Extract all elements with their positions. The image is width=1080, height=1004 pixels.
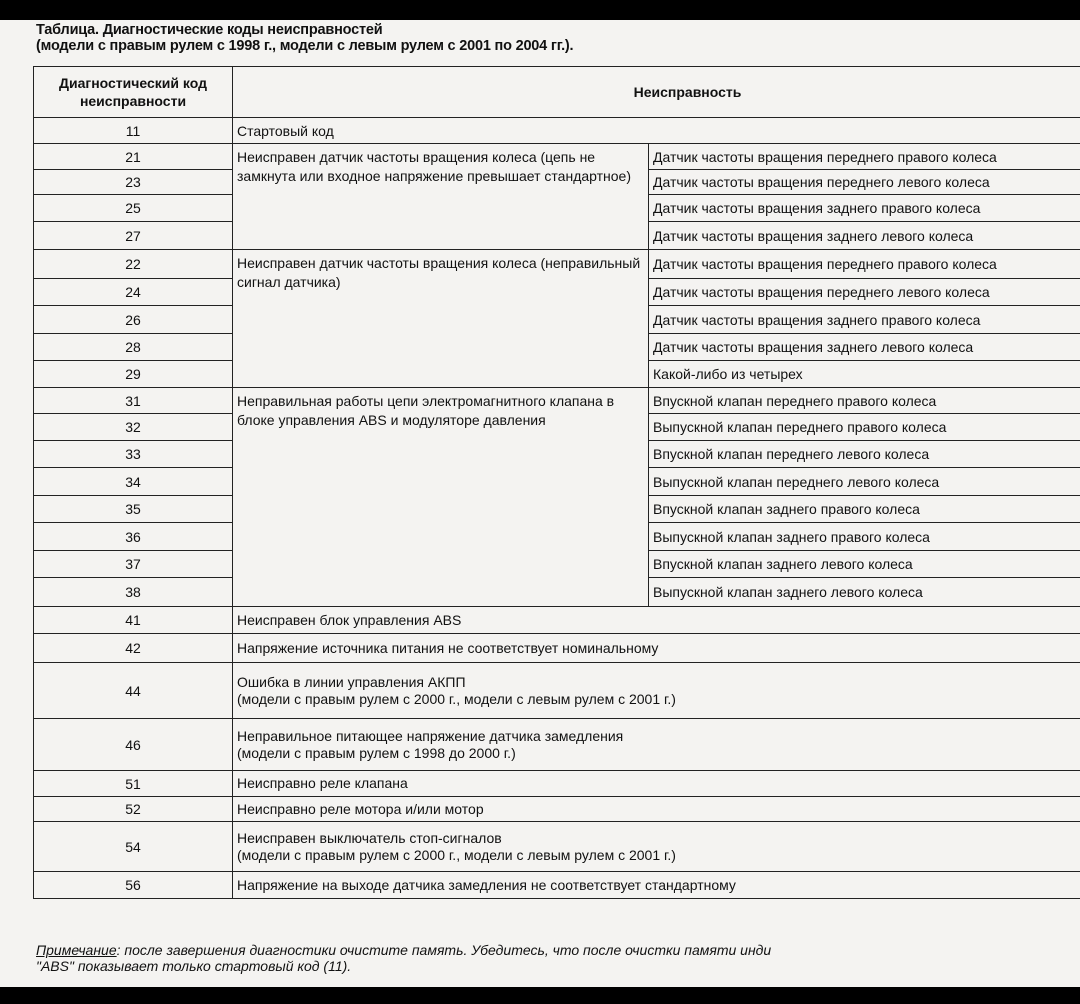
fault-cell: Ошибка в линии управления АКПП (модели с … (232, 662, 1080, 719)
code-cell: 32 (33, 413, 233, 441)
diagnostic-codes-table: Диагностический код неисправности Неиспр… (33, 66, 1080, 899)
table-row: 22 Неисправен датчик частоты вращения кол… (33, 249, 1080, 388)
code-cell: 27 (33, 221, 233, 250)
fault-detail-cell: Впускной клапан заднего левого колеса (648, 550, 1080, 578)
fault-note: (модели с правым рулем с 2000 г., модели… (237, 690, 676, 707)
fault-group-description: Неисправен датчик частоты вращения колес… (232, 143, 649, 250)
table-row: 34 Выпускной клапан переднего левого коле… (33, 467, 1080, 496)
fault-detail-cell: Датчик частоты вращения заднего правого … (648, 194, 1080, 222)
table-row: 21 Неисправен датчик частоты вращения кол… (33, 143, 1080, 250)
table-row: 23 Датчик частоты вращения переднего лево… (33, 169, 1080, 195)
fault-cell: Неисправен блок управления ABS (232, 606, 1080, 634)
table-row: 41 Неисправен блок управления ABS (33, 606, 1080, 634)
title-line-2: (модели с правым рулем с 1998 г., модели… (36, 38, 574, 54)
code-cell: 28 (33, 333, 233, 361)
fault-text: Ошибка в линии управления АКПП (237, 673, 466, 690)
fault-detail-cell: Выпускной клапан заднего правого колеса (648, 522, 1080, 551)
table-row: 32 Выпускной клапан переднего правого кол… (33, 413, 1080, 441)
fault-cell: Неисправно реле мотора и/или мотор (232, 796, 1080, 822)
table-row: 56 Напряжение на выходе датчика замедлени… (33, 871, 1080, 899)
code-cell: 41 (33, 606, 233, 634)
fault-text: Неисправно реле мотора и/или мотор (237, 800, 484, 817)
header-row: Диагностический код неисправности Неиспр… (33, 66, 1080, 118)
table-title: Таблица. Диагностические коды неисправно… (36, 22, 574, 54)
header-fault: Неисправность (232, 66, 1080, 118)
code-cell: 54 (33, 821, 233, 872)
code-cell: 22 (33, 249, 233, 279)
fault-cell: Стартовый код (232, 117, 1080, 144)
table-row: 44 Ошибка в линии управления АКПП (модели … (33, 662, 1080, 719)
code-cell: 52 (33, 796, 233, 822)
code-cell: 38 (33, 577, 233, 607)
fault-detail-cell: Впускной клапан переднего левого колеса (648, 440, 1080, 468)
fault-detail-cell: Какой-либо из четырех (648, 360, 1080, 388)
fault-detail-cell: Датчик частоты вращения заднего левого к… (648, 333, 1080, 361)
code-cell: 36 (33, 522, 233, 551)
fault-text: Неисправно реле клапана (237, 775, 408, 791)
fault-cell: Неправильное питающее напряжение датчика… (232, 718, 1080, 771)
table-row: 33 Впускной клапан переднего левого колес… (33, 440, 1080, 468)
code-cell: 23 (33, 169, 233, 195)
code-cell: 25 (33, 194, 233, 222)
fault-cell: Напряжение на выходе датчика замедления … (232, 871, 1080, 899)
fault-detail-cell: Датчик частоты вращения переднего левого… (648, 278, 1080, 306)
table-row: 54 Неисправен выключатель стоп-сигналов (м… (33, 821, 1080, 872)
note-line-2: "ABS" показывает только стартовый код (1… (36, 958, 352, 974)
code-cell: 31 (33, 387, 233, 414)
code-cell: 11 (33, 117, 233, 144)
code-cell: 37 (33, 550, 233, 578)
footnote: Примечание: после завершения диагностики… (36, 942, 771, 974)
code-cell: 56 (33, 871, 233, 899)
fault-detail-cell: Выпускной клапан переднего левого колеса (648, 467, 1080, 496)
table-row: 52 Неисправно реле мотора и/или мотор (33, 796, 1080, 822)
fault-detail-cell: Датчик частоты вращения переднего левого… (648, 169, 1080, 195)
fault-detail-cell: Датчик частоты вращения переднего правог… (648, 249, 1080, 279)
fault-note: (модели с правым рулем с 2000 г., модели… (237, 846, 676, 863)
fault-text: Неисправен блок управления ABS (237, 611, 462, 628)
fault-note: (модели с правым рулем с 1998 до 2000 г.… (237, 744, 516, 761)
table-row: 31 Неправильная работы цепи электромагнит… (33, 387, 1080, 607)
fault-cell: Напряжение источника питания не соответс… (232, 633, 1080, 663)
fault-detail-cell: Выпускной клапан заднего левого колеса (648, 577, 1080, 607)
code-cell: 44 (33, 662, 233, 719)
table-row: 26 Датчик частоты вращения заднего правог… (33, 305, 1080, 334)
note-label: Примечание (36, 942, 117, 958)
fault-detail-cell: Датчик частоты вращения переднего правог… (648, 143, 1080, 170)
note-text: : после завершения диагностики очистите … (116, 942, 772, 958)
code-cell: 51 (33, 770, 233, 797)
table-row: 24 Датчик частоты вращения переднего лево… (33, 278, 1080, 306)
header-code: Диагностический код неисправности (33, 66, 233, 118)
code-cell: 42 (33, 633, 233, 663)
code-cell: 26 (33, 305, 233, 334)
fault-text: Напряжение источника питания не соответс… (237, 639, 659, 656)
document-page: Таблица. Диагностические коды неисправно… (0, 20, 1080, 987)
code-cell: 21 (33, 143, 233, 170)
fault-text: Напряжение на выходе датчика замедления … (237, 876, 736, 893)
fault-group-description: Неисправен датчик частоты вращения колес… (232, 249, 649, 388)
code-cell: 34 (33, 467, 233, 496)
table-row: 38 Выпускной клапан заднего левого колеса (33, 577, 1080, 607)
code-cell: 35 (33, 495, 233, 523)
fault-text: Неисправен выключатель стоп-сигналов (237, 829, 502, 846)
code-cell: 33 (33, 440, 233, 468)
fault-text: Неправильное питающее напряжение датчика… (237, 727, 624, 744)
table-row: 27 Датчик частоты вращения заднего левого… (33, 221, 1080, 250)
fault-group-description: Неправильная работы цепи электромагнитно… (232, 387, 649, 607)
table-row: 51 Неисправно реле клапана (33, 770, 1080, 797)
fault-detail-cell: Впускной клапан переднего правого колеса (648, 387, 1080, 414)
code-cell: 29 (33, 360, 233, 388)
fault-detail-cell: Датчик частоты вращения заднего левого к… (648, 221, 1080, 250)
fault-detail-cell: Датчик частоты вращения заднего правого … (648, 305, 1080, 334)
table-row: 11 Стартовый код (33, 117, 1080, 144)
table-row: 42 Напряжение источника питания не соотве… (33, 633, 1080, 663)
fault-cell: Неисправно реле клапана (232, 770, 1080, 797)
fault-cell: Неисправен выключатель стоп-сигналов (мод… (232, 821, 1080, 872)
table-row: 29 Какой-либо из четырех (33, 360, 1080, 388)
code-cell: 24 (33, 278, 233, 306)
code-cell: 46 (33, 718, 233, 771)
fault-detail-cell: Выпускной клапан переднего правого колес… (648, 413, 1080, 441)
table-row: 46 Неправильное питающее напряжение датчи… (33, 718, 1080, 771)
title-line-1: Таблица. Диагностические коды неисправно… (36, 22, 383, 38)
fault-detail-cell: Впускной клапан заднего правого колеса (648, 495, 1080, 523)
